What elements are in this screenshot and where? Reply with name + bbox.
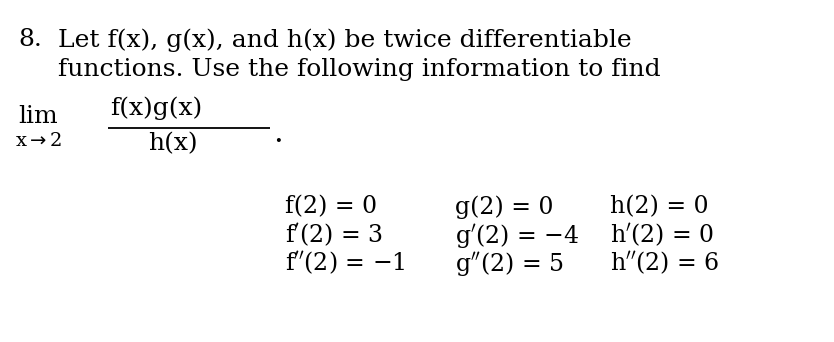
- Text: h$''$(2) = 6: h$''$(2) = 6: [610, 250, 719, 277]
- Text: g$'$(2) = $-$4: g$'$(2) = $-$4: [455, 222, 580, 251]
- Text: g$''$(2) = 5: g$''$(2) = 5: [455, 250, 564, 279]
- Text: .: .: [273, 118, 283, 149]
- Text: h$'$(2) = 0: h$'$(2) = 0: [610, 222, 715, 249]
- Text: lim: lim: [18, 105, 58, 128]
- Text: f$'$(2) = 3: f$'$(2) = 3: [285, 222, 383, 249]
- Text: f(2) = 0: f(2) = 0: [285, 195, 377, 218]
- Text: h(2) = 0: h(2) = 0: [610, 195, 709, 218]
- Text: Let f(x), g(x), and h(x) be twice differentiable: Let f(x), g(x), and h(x) be twice differ…: [58, 28, 631, 52]
- Text: h(x): h(x): [148, 132, 198, 155]
- Text: g(2) = 0: g(2) = 0: [455, 195, 554, 219]
- Text: 8.: 8.: [18, 28, 42, 51]
- Text: f(x)g(x): f(x)g(x): [110, 96, 203, 120]
- Text: x$\rightarrow$2: x$\rightarrow$2: [15, 132, 63, 150]
- Text: functions. Use the following information to find: functions. Use the following information…: [58, 58, 661, 81]
- Text: f$''$(2) = $-$1: f$''$(2) = $-$1: [285, 250, 405, 277]
